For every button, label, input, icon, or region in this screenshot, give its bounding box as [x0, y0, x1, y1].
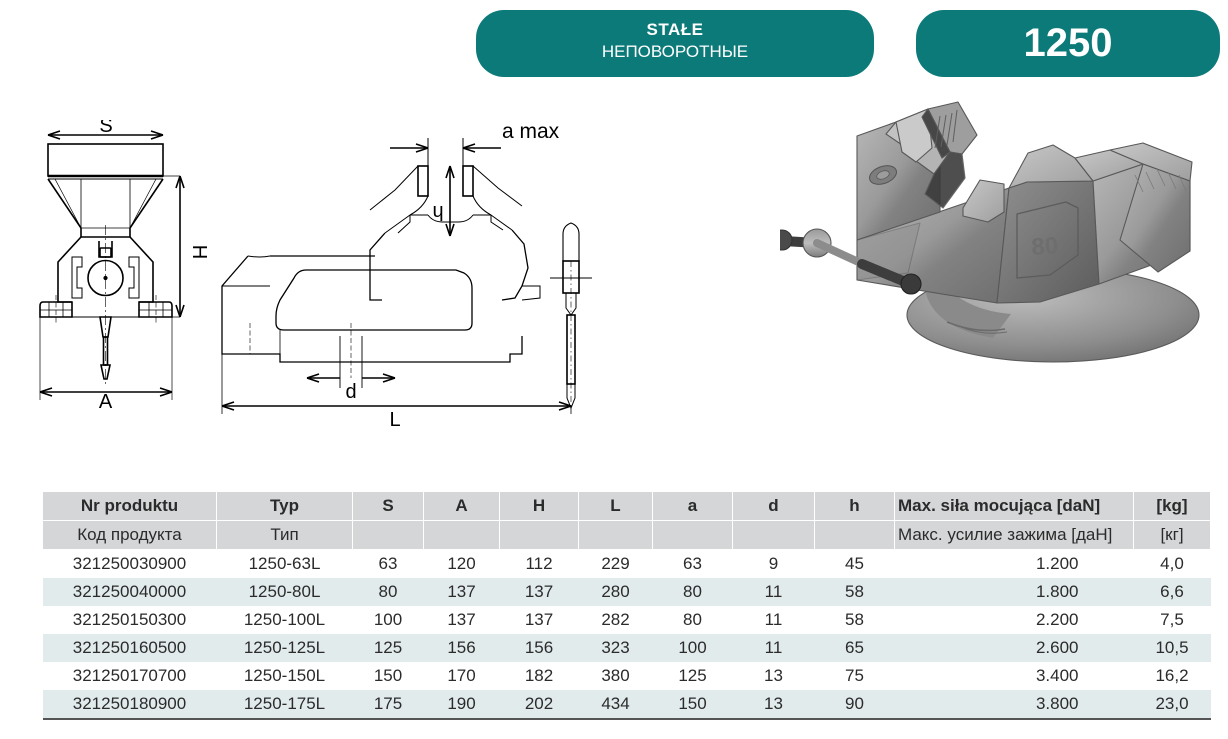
- svg-text:a max: a max: [502, 120, 560, 143]
- svg-text:d: d: [345, 381, 356, 403]
- svg-text:S: S: [99, 120, 112, 137]
- svg-text:H: H: [188, 245, 210, 259]
- svg-text:80: 80: [1031, 232, 1060, 261]
- svg-text:L: L: [389, 409, 400, 431]
- svg-text:A: A: [99, 391, 113, 413]
